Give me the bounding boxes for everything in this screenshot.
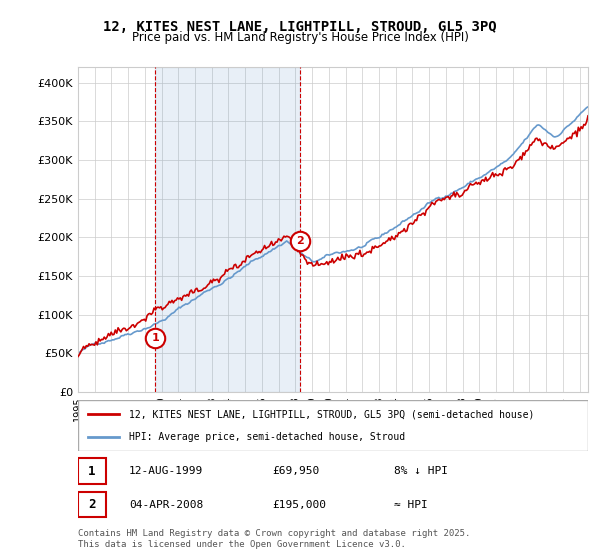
Text: Contains HM Land Registry data © Crown copyright and database right 2025.
This d: Contains HM Land Registry data © Crown c… <box>78 529 470 549</box>
Text: 1: 1 <box>88 465 95 478</box>
Text: 12, KITES NEST LANE, LIGHTPILL, STROUD, GL5 3PQ (semi-detached house): 12, KITES NEST LANE, LIGHTPILL, STROUD, … <box>129 409 535 419</box>
Text: 12, KITES NEST LANE, LIGHTPILL, STROUD, GL5 3PQ: 12, KITES NEST LANE, LIGHTPILL, STROUD, … <box>103 20 497 34</box>
FancyBboxPatch shape <box>78 458 106 484</box>
Text: 2: 2 <box>88 498 95 511</box>
Text: ≈ HPI: ≈ HPI <box>394 500 428 510</box>
Bar <box>155 67 299 392</box>
Text: £69,950: £69,950 <box>272 466 319 476</box>
FancyBboxPatch shape <box>78 492 106 517</box>
Text: Price paid vs. HM Land Registry's House Price Index (HPI): Price paid vs. HM Land Registry's House … <box>131 31 469 44</box>
Text: 8% ↓ HPI: 8% ↓ HPI <box>394 466 448 476</box>
Text: £195,000: £195,000 <box>272 500 326 510</box>
Text: 2: 2 <box>296 236 304 246</box>
Text: 12-AUG-1999: 12-AUG-1999 <box>129 466 203 476</box>
FancyBboxPatch shape <box>78 400 588 451</box>
Text: 04-APR-2008: 04-APR-2008 <box>129 500 203 510</box>
Text: 1: 1 <box>151 333 159 343</box>
Text: HPI: Average price, semi-detached house, Stroud: HPI: Average price, semi-detached house,… <box>129 432 405 442</box>
